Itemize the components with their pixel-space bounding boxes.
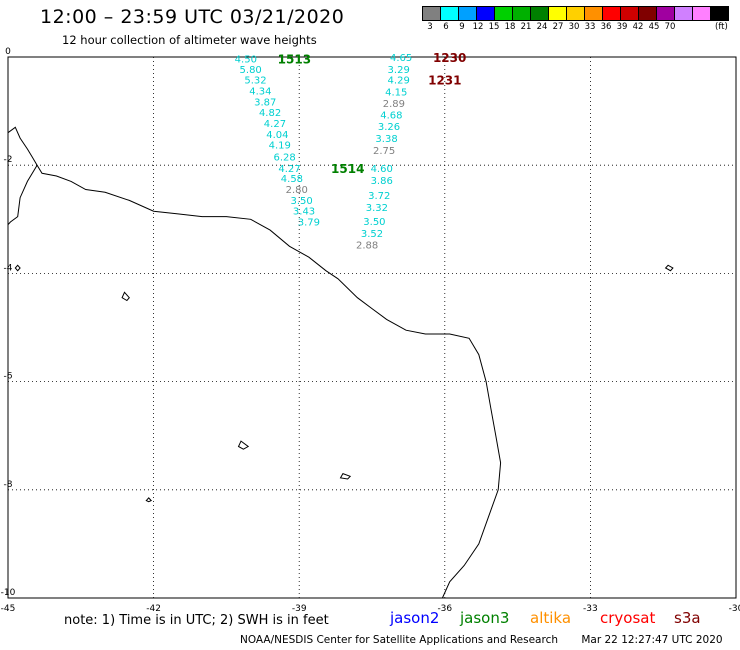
legend-label: 6 <box>443 22 449 32</box>
island <box>664 264 674 272</box>
legend-label: 42 <box>632 22 644 32</box>
wave-height-label: 4.27 <box>264 119 286 130</box>
note-text: note: 1) Time is in UTC; 2) SWH is in fe… <box>64 613 329 628</box>
legend-label: 30 <box>568 22 580 32</box>
y-tick-label: -4 <box>4 263 13 273</box>
x-tick-label: -39 <box>292 604 307 614</box>
wave-height-label: 4.60 <box>371 164 393 175</box>
pass-time-label: 1514 <box>331 162 364 176</box>
legend-label: 18 <box>504 22 516 32</box>
wave-height-label: 4.50 <box>235 55 257 66</box>
y-tick-label: -2 <box>4 155 13 165</box>
coastline-main <box>36 164 502 599</box>
x-tick-label: -30 <box>729 604 740 614</box>
pass-time-label: 1513 <box>278 53 311 67</box>
wave-height-label: 2.80 <box>286 185 308 196</box>
island <box>237 440 250 450</box>
color-legend <box>422 6 729 21</box>
island <box>339 472 352 480</box>
wave-height-label: 3.50 <box>363 217 385 228</box>
legend-label: 36 <box>600 22 612 32</box>
wave-height-label: 2.89 <box>383 99 405 110</box>
wave-height-label: 4.29 <box>388 76 410 87</box>
wave-height-label: 4.68 <box>380 110 402 121</box>
wave-height-label: 3.26 <box>378 122 400 133</box>
y-tick-label: -6 <box>4 372 13 382</box>
wave-height-label: 6.28 <box>274 153 296 164</box>
wave-height-label: 3.52 <box>361 229 383 240</box>
legend-label: 39 <box>616 22 628 32</box>
legend-label: 3 <box>427 22 433 32</box>
wave-height-label: 3.87 <box>254 97 276 108</box>
y-tick-label: -8 <box>4 480 13 490</box>
x-tick-label: -36 <box>437 604 452 614</box>
wave-height-label: 4.19 <box>269 141 291 152</box>
wave-height-label: 3.72 <box>368 191 390 202</box>
wave-height-label: 4.82 <box>259 108 281 119</box>
legend-label: 12 <box>472 22 484 32</box>
legend-label: 21 <box>520 22 532 32</box>
wave-height-label: 4.65 <box>390 53 412 64</box>
x-tick-label: -45 <box>1 604 16 614</box>
legend-label: 27 <box>552 22 564 32</box>
legend-label: 24 <box>536 22 548 32</box>
wave-height-label: 3.43 <box>293 207 315 218</box>
legend-unit: (ft) <box>715 22 728 32</box>
wave-height-label: 4.58 <box>281 174 303 185</box>
satellite-name: altika <box>530 609 572 627</box>
y-tick-label: -10 <box>1 588 16 598</box>
legend-label: 45 <box>648 22 660 32</box>
pass-time-label: 1231 <box>428 74 461 88</box>
wave-height-label: 3.29 <box>388 65 410 76</box>
page-title: 12:00 – 23:59 UTC 03/21/2020 <box>40 6 345 28</box>
wave-height-label: 3.86 <box>371 176 393 187</box>
wave-height-label: 2.88 <box>356 241 378 252</box>
map-frame <box>7 56 737 599</box>
legend-swatch <box>710 6 729 21</box>
wave-height-label: 4.15 <box>385 88 407 99</box>
wave-height-label: 5.80 <box>240 65 262 76</box>
wave-height-label: 3.38 <box>375 134 397 145</box>
footer-timestamp: Mar 22 12:27:47 UTC 2020 <box>581 634 723 646</box>
island <box>14 264 21 272</box>
coastline-west <box>7 126 38 226</box>
y-tick-label: 0 <box>5 47 11 57</box>
pass-time-label: 1230 <box>433 51 466 65</box>
island <box>121 291 130 302</box>
wave-height-label: 2.75 <box>373 146 395 157</box>
wave-height-label: 3.32 <box>366 203 388 214</box>
x-tick-label: -42 <box>146 604 161 614</box>
color-legend-labels: 3 6 9 12 15 18 21 24 27 30 33 36 39 42 45 70 <box>422 22 694 32</box>
legend-label: 9 <box>459 22 465 32</box>
legend-label: 33 <box>584 22 596 32</box>
wave-height-label: 4.34 <box>249 87 271 98</box>
island <box>145 497 153 503</box>
satellite-name: cryosat <box>600 609 656 627</box>
footer: NOAA/NESDIS Center for Satellite Applica… <box>240 634 723 646</box>
wave-height-label: 5.32 <box>244 76 266 87</box>
page-subtitle: 12 hour collection of altimeter wave hei… <box>62 33 317 47</box>
wave-height-label: 3.50 <box>290 196 312 207</box>
satellite-name: jason2 <box>390 609 440 627</box>
wave-height-label: 4.04 <box>266 130 288 141</box>
satellite-name: jason3 <box>460 609 510 627</box>
wave-height-label: 4.27 <box>278 164 300 175</box>
satellite-name: s3a <box>674 609 701 627</box>
legend-label: 70 <box>664 22 676 32</box>
x-tick-label: -33 <box>583 604 598 614</box>
legend-label: 15 <box>488 22 500 32</box>
wave-height-label: 3.79 <box>298 217 320 228</box>
footer-credit: NOAA/NESDIS Center for Satellite Applica… <box>240 634 558 646</box>
